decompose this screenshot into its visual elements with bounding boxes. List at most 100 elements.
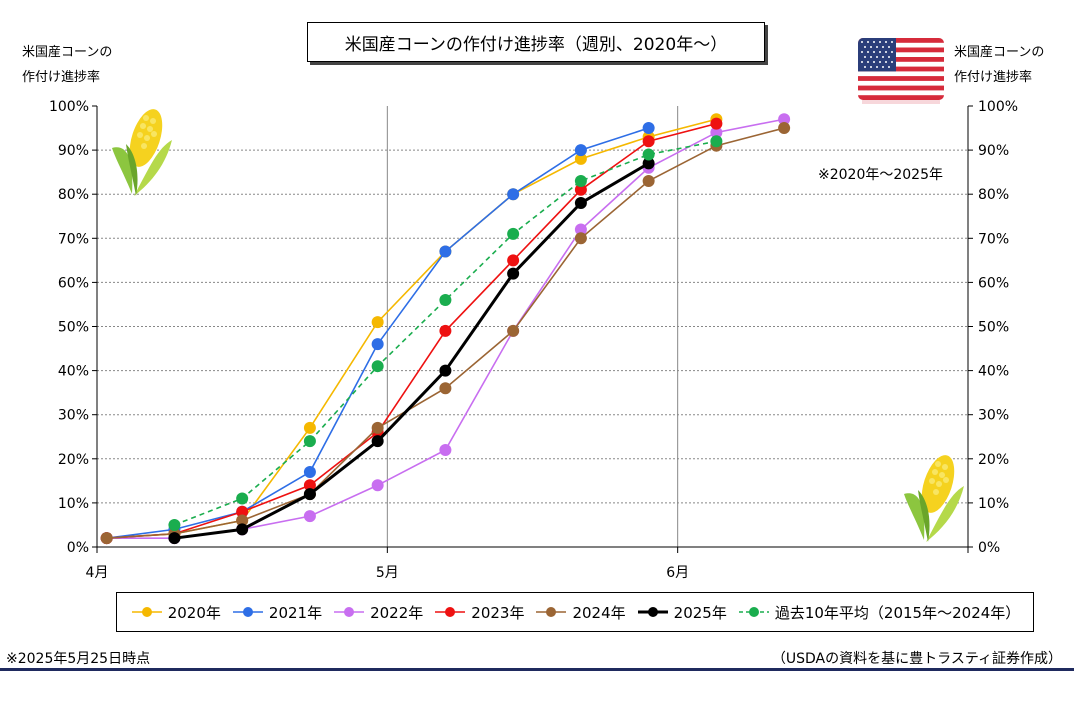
series-2025-point xyxy=(574,197,587,210)
y-tick-label-right: 90% xyxy=(978,143,1009,159)
legend-swatch xyxy=(637,607,668,617)
y-tick-label-right: 100% xyxy=(978,99,1018,115)
series-2024-point xyxy=(574,232,587,245)
footnote-date: ※2025年5月25日時点 xyxy=(6,651,151,667)
y-tick-label-right: 50% xyxy=(978,320,1009,336)
series-2022-point xyxy=(303,510,316,523)
y-tick-label: 50% xyxy=(58,320,89,336)
y-tick-label: 60% xyxy=(58,275,89,291)
series-2021-point xyxy=(303,466,316,479)
series-2021-point xyxy=(642,122,655,135)
legend-item: 2023年 xyxy=(433,602,524,623)
legend-label: 2023年 xyxy=(471,603,525,622)
series-2022-point xyxy=(371,479,384,492)
y-tick-label: 80% xyxy=(58,187,89,203)
legend-item: 過去10年平均（2015年〜2024年） xyxy=(737,602,1020,623)
legend-label: 2021年 xyxy=(268,603,323,622)
y-tick-label: 10% xyxy=(58,496,89,512)
x-tick-label: 4月 xyxy=(86,565,109,581)
y-tick-label-right: 60% xyxy=(978,275,1009,291)
series-2021-point xyxy=(574,144,587,157)
legend-item: 2025年 xyxy=(636,602,727,623)
series-1020-point xyxy=(303,435,316,448)
series-2024-point xyxy=(236,514,249,527)
series-2023-line xyxy=(106,122,717,539)
series-1020-point xyxy=(371,360,384,373)
x-tick-label: 5月 xyxy=(376,565,399,581)
series-2025-point xyxy=(371,435,384,448)
legend-label: 2022年 xyxy=(370,603,424,622)
legend-label: 2020年 xyxy=(167,603,221,622)
series-1020-point xyxy=(574,174,587,187)
legend-swatch xyxy=(536,607,567,617)
y-tick-label-right: 30% xyxy=(978,408,1009,424)
series-1020-point xyxy=(507,227,520,240)
chart-grid xyxy=(97,106,968,547)
y-tick-label-right: 40% xyxy=(978,364,1009,380)
series-1020-point xyxy=(439,294,452,307)
series-2021-point xyxy=(439,245,452,258)
y-tick-label: 20% xyxy=(58,452,89,468)
legend-label: 過去10年平均（2015年〜2024年） xyxy=(774,603,1021,622)
series-1020-point xyxy=(710,135,723,148)
series-1020-point xyxy=(642,148,655,161)
legend-item: 2021年 xyxy=(231,602,322,623)
x-tick-label: 6月 xyxy=(666,565,689,581)
series-2025-point xyxy=(236,523,249,536)
series-2020-point xyxy=(371,316,384,329)
y-tick-label: 0% xyxy=(67,540,89,556)
legend-item: 2020年 xyxy=(130,602,221,623)
series-2024-point xyxy=(371,421,384,434)
bottom-divider xyxy=(0,668,1074,671)
corn-icon xyxy=(904,455,964,542)
series-2024-point xyxy=(100,532,113,545)
series-2025-point xyxy=(303,488,316,501)
series-2022-point xyxy=(778,113,791,126)
legend-swatch xyxy=(334,607,365,617)
legend-swatch xyxy=(131,607,162,617)
y-tick-label-right: 10% xyxy=(978,496,1009,512)
left-axis-label: 米国産コーンの 作付け進捗率 xyxy=(22,40,112,90)
series-2021-point xyxy=(507,188,520,201)
series-2024-point xyxy=(642,174,655,187)
legend-label: 2024年 xyxy=(572,603,626,622)
chart-title: 米国産コーンの作付け進捗率（週別、2020年〜） xyxy=(307,22,765,62)
series-2024-point xyxy=(439,382,452,395)
series-2025-point xyxy=(439,364,452,377)
us-flag-icon xyxy=(858,38,944,104)
legend-swatch xyxy=(738,607,769,617)
series-2025-point xyxy=(507,267,520,280)
legend-item: 2024年 xyxy=(534,602,626,623)
left-axis-label-line2: 作付け進捗率 xyxy=(22,70,101,85)
series-2022-point xyxy=(439,443,452,456)
y-tick-label: 40% xyxy=(58,364,89,380)
y-tick-label-right: 70% xyxy=(978,231,1009,247)
series-2020-point xyxy=(574,152,587,165)
series-2023-point xyxy=(236,505,249,518)
y-tick-label-right: 80% xyxy=(978,187,1009,203)
series-2020-line xyxy=(106,118,717,539)
legend-swatch xyxy=(232,607,263,617)
series-2022-point xyxy=(574,223,587,236)
chart-series xyxy=(100,113,791,545)
y-tick-label-right: 20% xyxy=(978,452,1009,468)
left-axis-label-line1: 米国産コーンの xyxy=(22,45,113,60)
series-2021-point xyxy=(371,338,384,351)
series-2021-line xyxy=(106,127,649,539)
series-2023-point xyxy=(507,254,520,267)
right-axis-label: 米国産コーンの 作付け進捗率 xyxy=(954,40,1044,90)
series-2022-point xyxy=(710,126,723,139)
legend-swatch xyxy=(435,607,466,617)
series-2020-point xyxy=(303,421,316,434)
series-2023-point xyxy=(439,324,452,337)
y-tick-label: 30% xyxy=(58,408,89,424)
chart-legend: 2020年 2021年 2022年 2023年 2024年 2025年 過去10年平均（20… xyxy=(116,592,1034,632)
legend-item: 2022年 xyxy=(332,602,423,623)
series-2024-point xyxy=(507,324,520,337)
series-2025-point xyxy=(642,157,655,170)
series-2023-point xyxy=(303,479,316,492)
series-2023-point xyxy=(642,135,655,148)
series-2023-point xyxy=(574,183,587,196)
y-tick-label: 70% xyxy=(58,231,89,247)
